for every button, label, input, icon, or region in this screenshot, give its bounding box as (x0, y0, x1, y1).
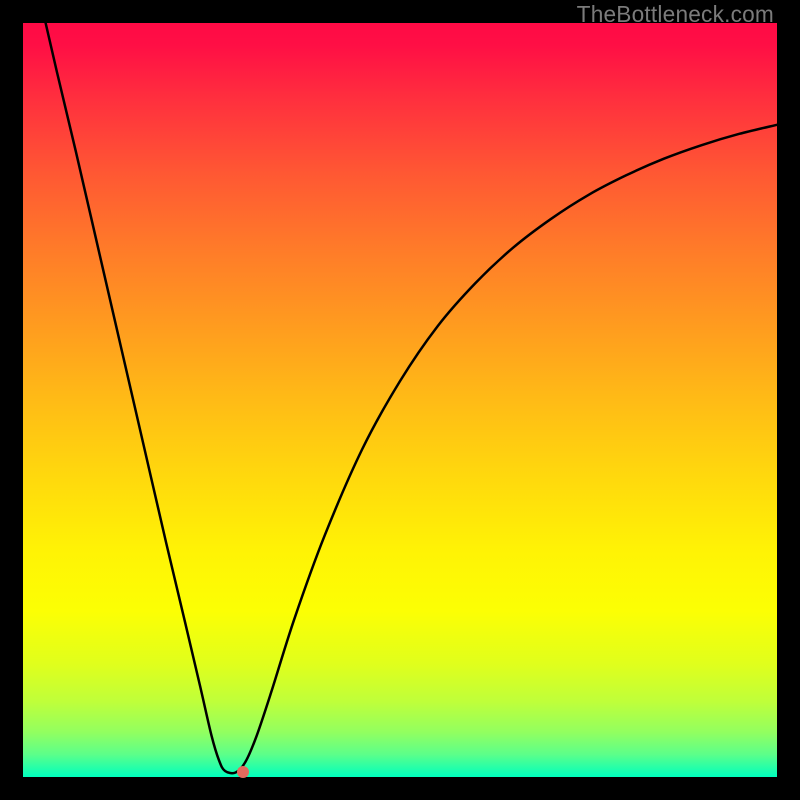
minimum-marker (237, 766, 249, 778)
chart-canvas: TheBottleneck.com (0, 0, 800, 800)
bottleneck-curve (23, 23, 777, 777)
watermark-label: TheBottleneck.com (577, 1, 774, 28)
plot-area (23, 23, 777, 777)
